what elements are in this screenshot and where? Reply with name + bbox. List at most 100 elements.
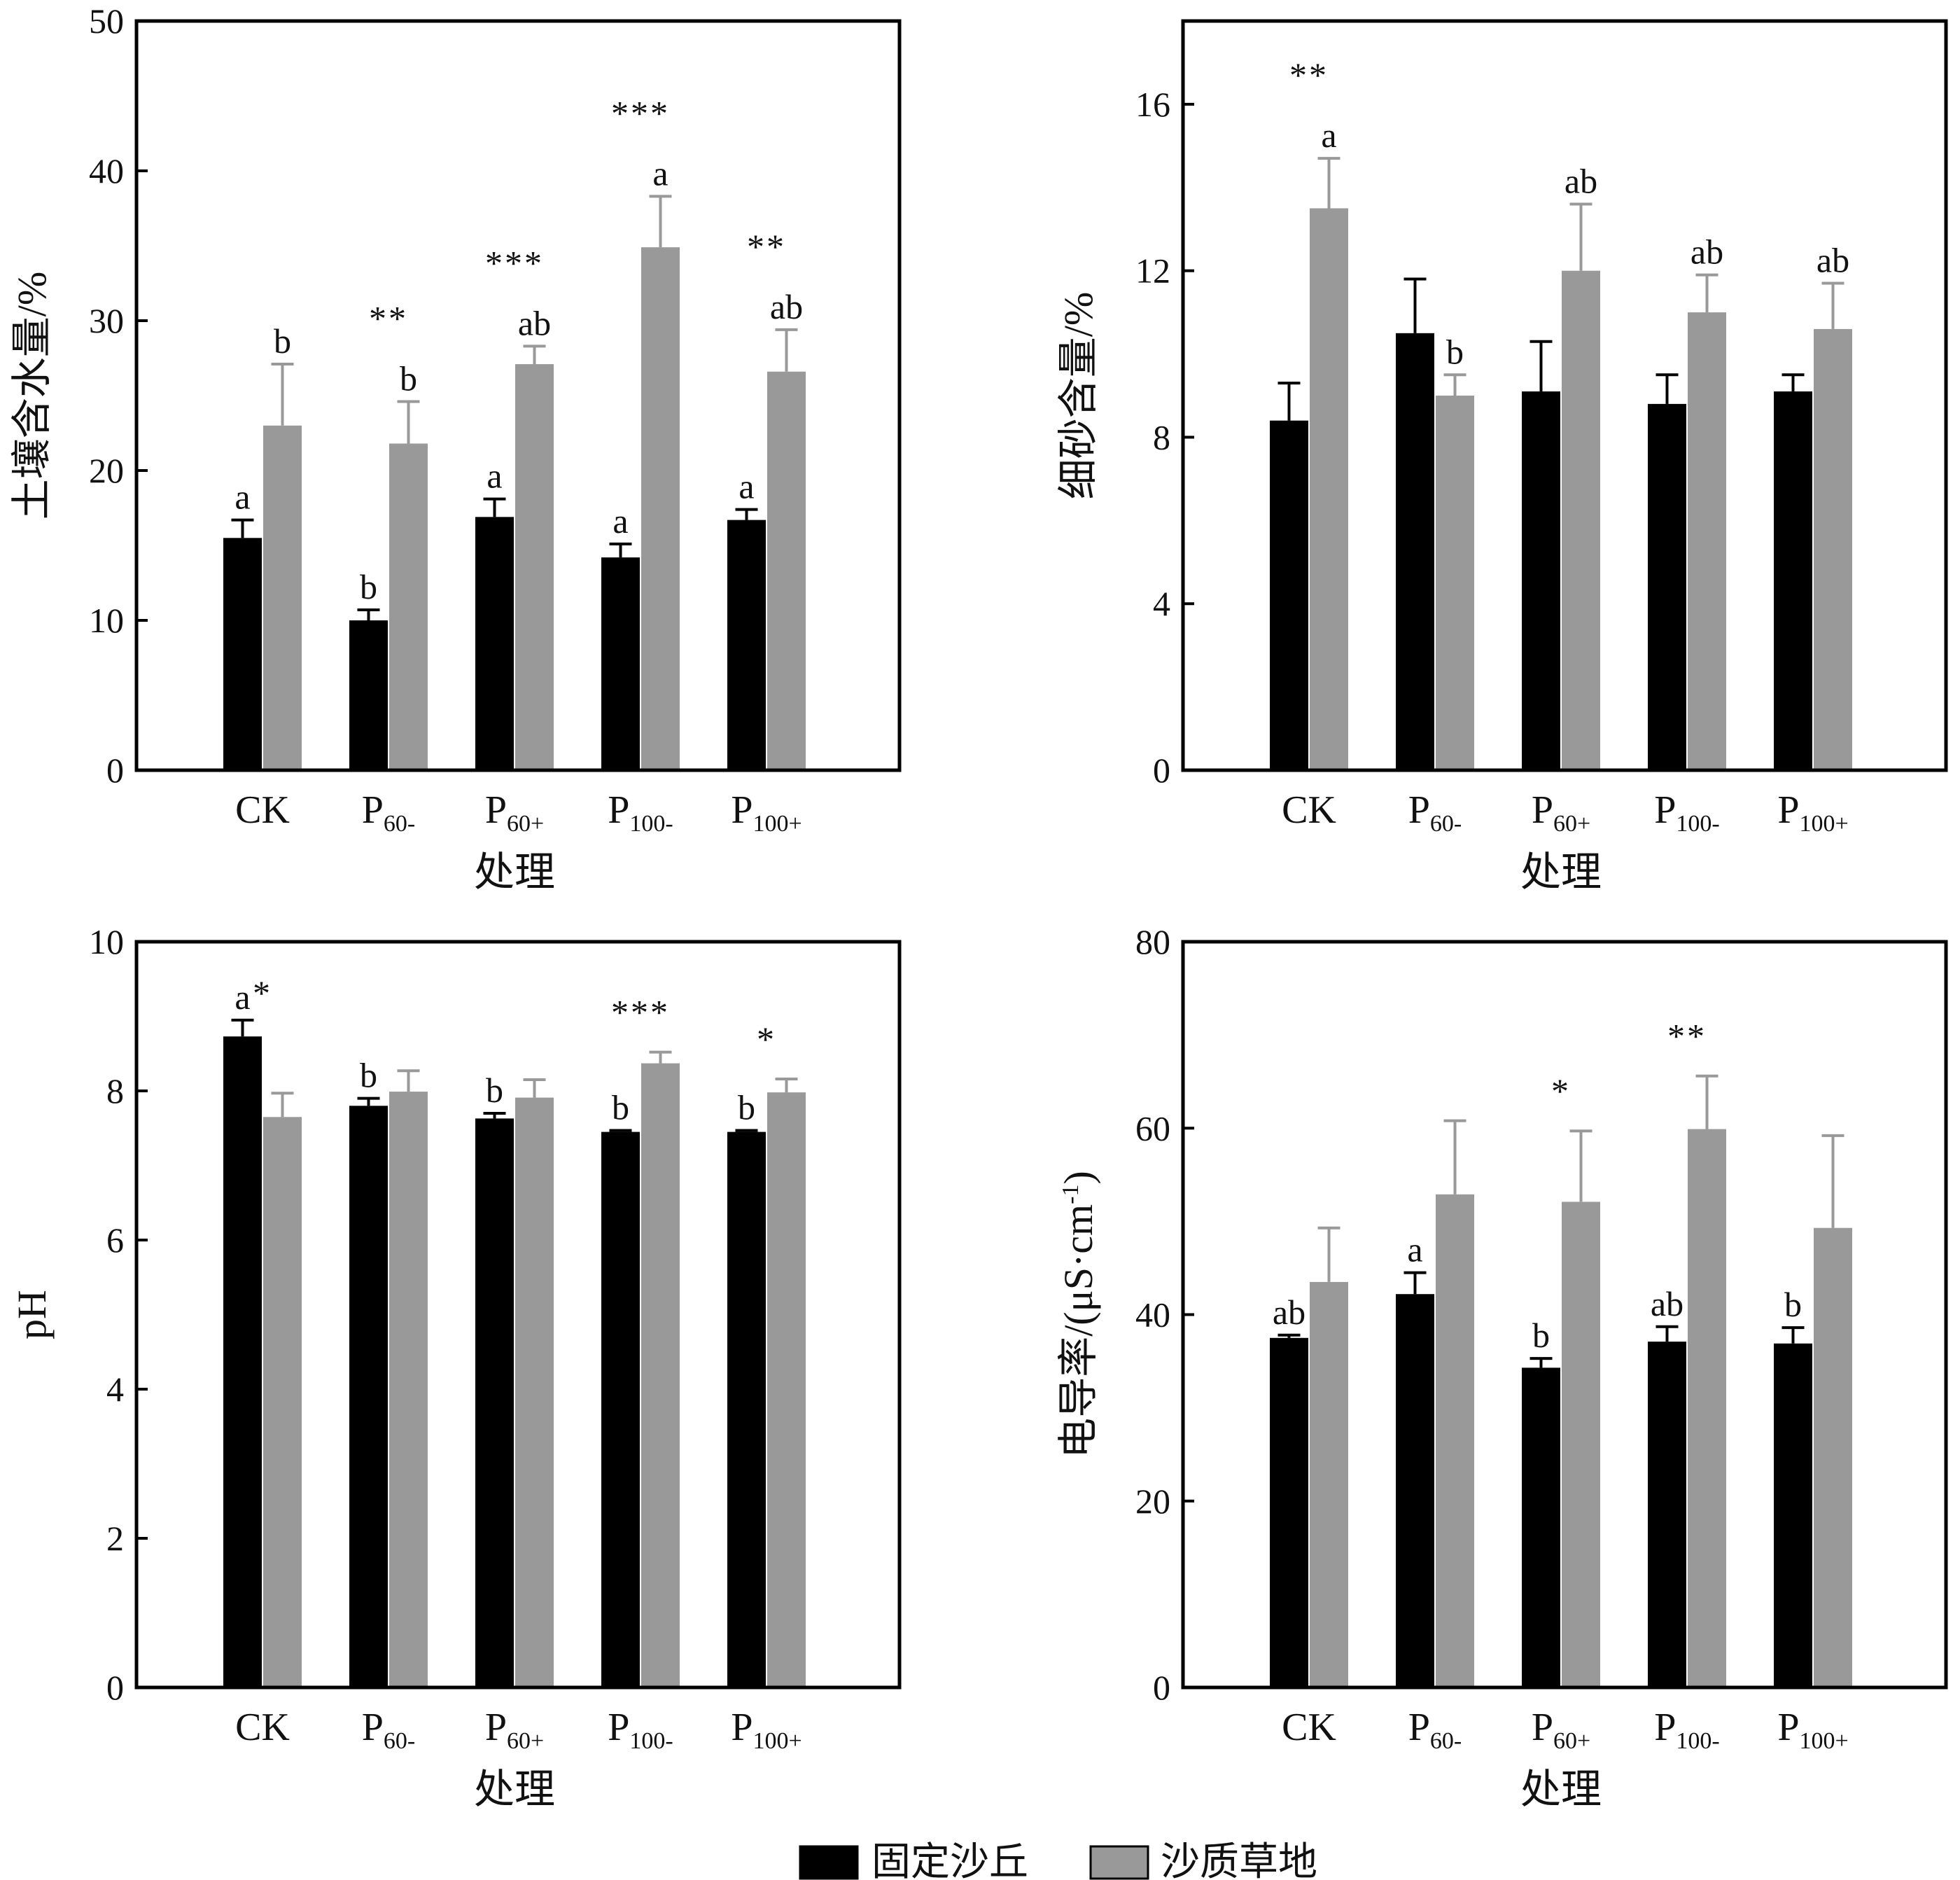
bar <box>767 1092 806 1687</box>
y-tick-label: 50 <box>89 1 124 41</box>
bar <box>1774 391 1812 770</box>
significance-letter: a <box>1321 116 1336 155</box>
y-axis-title: 电导率/(μS·cm-1) <box>1056 1171 1101 1458</box>
y-axis-title: pH <box>9 1290 55 1339</box>
category-label: P100- <box>608 1706 673 1754</box>
significance-letter: a <box>1407 1230 1422 1269</box>
category-label: P60+ <box>485 1706 544 1754</box>
y-tick-label: 16 <box>1135 85 1170 124</box>
bar <box>349 620 388 770</box>
significance-letter: a <box>234 478 250 517</box>
category-label: P60+ <box>1532 1706 1590 1754</box>
panel-1: abCKbb**P60-aab***P60+aa***P100-aab**P10… <box>9 1 902 895</box>
y-tick-label: 10 <box>89 601 124 640</box>
category-label: P60- <box>1408 788 1462 837</box>
bar <box>1688 1129 1726 1687</box>
bar <box>515 364 554 770</box>
significance-stars: *** <box>611 93 670 132</box>
significance-letter: b <box>1784 1285 1802 1324</box>
bar <box>1562 270 1600 771</box>
panel-2: a ** CK b P60- ab P60+ ab P100- ab P100+ 0 4 8 12 16 处理 细… <box>1056 19 1948 895</box>
y-tick-label: 0 <box>1153 1668 1170 1707</box>
bar <box>1270 420 1308 770</box>
legend-label-fixed-dune: 固定沙丘 <box>872 1841 1028 1880</box>
significance-stars: ** <box>1667 1017 1707 1056</box>
y-tick-label: 20 <box>1135 1482 1170 1521</box>
significance-stars: * <box>253 973 272 1012</box>
bar <box>1522 1367 1560 1687</box>
y-axis-title: 细砂含量/% <box>1056 292 1101 499</box>
plot-frame <box>134 940 902 1690</box>
y-tick-label: 40 <box>1135 1295 1170 1335</box>
bar <box>1814 328 1852 770</box>
legend-swatch-fixed-dune <box>799 1845 859 1880</box>
significance-stars: *** <box>611 993 670 1032</box>
category-label: P60- <box>1408 1706 1462 1754</box>
x-axis-title: 处理 <box>1520 849 1602 895</box>
y-tick-label: 0 <box>106 751 124 790</box>
bar <box>1688 312 1726 771</box>
significance-stars: ** <box>747 227 786 266</box>
x-axis-title: 处理 <box>474 849 555 895</box>
category-label: P60- <box>362 788 415 837</box>
significance-letter: ab <box>1816 241 1849 280</box>
y-tick-label: 0 <box>106 1668 124 1707</box>
significance-letter: b <box>274 321 291 361</box>
bar <box>475 517 514 770</box>
significance-letter: b <box>400 359 417 398</box>
significance-letter: ab <box>770 287 803 326</box>
significance-letter: a <box>652 153 668 193</box>
bar <box>1310 208 1348 770</box>
y-tick-label: 8 <box>106 1071 124 1110</box>
bar <box>223 538 262 770</box>
significance-letter: b <box>1446 332 1464 371</box>
y-tick-label: 0 <box>1153 751 1170 790</box>
legend-swatch-sandy-grassland <box>1089 1845 1149 1880</box>
y-tick-label: 10 <box>89 922 124 961</box>
category-label: P60- <box>362 1706 415 1754</box>
panel-4: ab CK a P60- b * P60+ ab ** P100- b P100+ 0 20 40 60 80 处… <box>1056 922 1948 1812</box>
bar <box>601 1132 640 1687</box>
legend: 固定沙丘 沙质草地 <box>799 1841 1317 1880</box>
bar <box>1436 396 1474 770</box>
significance-letter: ab <box>1690 232 1723 272</box>
bar <box>641 1063 680 1687</box>
bar <box>475 1118 514 1687</box>
category-label: P100+ <box>1777 788 1848 837</box>
bar <box>1562 1202 1600 1687</box>
y-tick-label: 6 <box>106 1220 124 1260</box>
x-axis-title: 处理 <box>1520 1767 1602 1812</box>
category-label: P100- <box>1654 788 1719 837</box>
bar <box>641 247 680 770</box>
bar <box>1648 403 1686 770</box>
bar <box>1270 1337 1308 1687</box>
y-tick-label: 4 <box>106 1370 124 1409</box>
bar <box>767 371 806 770</box>
category-label: P60+ <box>485 788 544 837</box>
bar <box>1774 1343 1812 1687</box>
bar <box>1310 1281 1348 1687</box>
y-tick-label: 30 <box>89 301 124 340</box>
significance-letter: b <box>738 1087 755 1127</box>
category-label: P60+ <box>1532 788 1590 837</box>
y-tick-label: 40 <box>89 151 124 190</box>
legend-label-sandy-grassland: 沙质草地 <box>1161 1841 1317 1880</box>
significance-letter: b <box>360 567 377 606</box>
significance-letter: ab <box>1564 162 1597 201</box>
bar <box>1814 1227 1852 1687</box>
bar <box>1436 1194 1474 1687</box>
significance-letter: a <box>486 457 502 496</box>
category-label: CK <box>1282 1706 1336 1749</box>
significance-letter: b <box>1532 1316 1550 1355</box>
significance-letter: a <box>612 501 628 541</box>
bar <box>515 1097 554 1687</box>
y-tick-label: 12 <box>1135 251 1170 291</box>
significance-letter: b <box>360 1056 377 1095</box>
significance-stars: * <box>757 1019 776 1059</box>
y-axis-title: 土壤含水量/% <box>9 272 55 520</box>
category-label: P100+ <box>731 788 802 837</box>
significance-letter: b <box>612 1087 629 1127</box>
significance-letter: b <box>486 1071 503 1110</box>
category-label: P100- <box>608 788 673 837</box>
